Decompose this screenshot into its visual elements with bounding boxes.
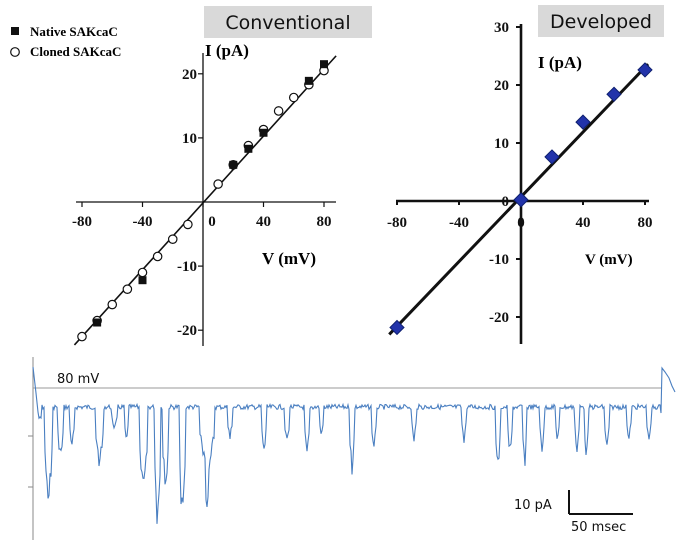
developed-y-tick-label: -10 — [489, 252, 509, 268]
developed-x-tick-label: -80 — [387, 215, 407, 231]
native-point — [320, 60, 328, 69]
conventional-x-label: V (mV) — [262, 249, 316, 268]
conventional-x-tick-label: 40 — [256, 214, 271, 230]
native-point — [259, 128, 268, 137]
voltage-step-label: 80 mV — [57, 372, 99, 387]
native-point — [93, 318, 102, 327]
conventional-y-tick-label: -10 — [177, 259, 197, 275]
legend-native-label: Native SAKcaC — [30, 24, 118, 39]
developed-point — [544, 149, 560, 165]
scale-bar-current-label: 10 pA — [514, 498, 552, 513]
current-trace — [32, 366, 676, 524]
cloned-point — [288, 92, 299, 103]
conventional-label-box — [204, 6, 372, 38]
developed-y-tick-label: 0 — [502, 194, 510, 210]
conventional-legend: Native SAKcaC Cloned SAKcaC — [10, 24, 121, 59]
native-point — [304, 76, 313, 85]
cloned-point — [122, 284, 133, 294]
conventional-x-tick-label: 0 — [208, 214, 216, 230]
developed-x-tick-label: 80 — [638, 215, 653, 231]
conventional-x-tick-label: -80 — [72, 214, 92, 230]
developed-x-tick-label: -40 — [449, 215, 469, 231]
native-point — [229, 160, 238, 169]
conventional-y-tick-label: 10 — [182, 131, 197, 147]
cloned-point — [273, 106, 284, 116]
legend-filled-square-marker — [11, 27, 19, 35]
conventional-y-label: I (pA) — [205, 41, 249, 60]
developed-point — [637, 62, 653, 78]
developed-x-tick-label: 40 — [576, 215, 591, 231]
conventional-x-tick-label: 80 — [317, 214, 332, 230]
developed-point — [513, 192, 529, 208]
conventional-iv-plot: Conventional -80 -40 0 40 80 -20 -10 10 20 I (p… — [10, 6, 372, 346]
conventional-y-tick-label: -20 — [177, 323, 197, 339]
developed-point — [606, 86, 622, 102]
developed-x-tick-label: 0 — [517, 215, 525, 231]
developed-point — [389, 319, 405, 336]
scale-bar-time-label: 50 msec — [571, 520, 626, 535]
developed-y-tick-label: 30 — [494, 20, 509, 36]
developed-y-tick-label: 20 — [494, 78, 509, 94]
developed-point — [575, 114, 591, 130]
scale-bar: 10 pA 50 msec — [514, 490, 633, 535]
developed-y-tick-label: -20 — [489, 310, 509, 326]
cloned-point — [152, 251, 163, 262]
developed-y-label: I (pA) — [538, 53, 582, 72]
native-point — [244, 144, 253, 153]
conventional-fit-line — [73, 55, 337, 346]
developed-x-label: V (mV) — [585, 252, 633, 268]
native-point — [138, 276, 147, 285]
developed-label: Developed — [550, 11, 652, 33]
cloned-point — [213, 179, 223, 189]
cloned-point — [183, 219, 193, 230]
conventional-y-tick-label: 20 — [182, 67, 197, 83]
developed-iv-plot: Developed -80 -40 0 40 80 -20 -10 0 10 20 30 I (p… — [387, 5, 664, 344]
cloned-point — [167, 234, 178, 244]
cloned-point — [137, 267, 148, 278]
single-channel-trace-panel: 80 mV 10 pA 50 msec — [28, 357, 676, 540]
cloned-point — [77, 331, 87, 342]
conventional-label: Conventional — [225, 12, 350, 34]
cloned-point — [107, 299, 118, 310]
developed-label-box — [538, 5, 664, 37]
legend-open-circle-marker — [10, 47, 20, 57]
legend-cloned-label: Cloned SAKcaC — [30, 44, 121, 59]
conventional-x-tick-label: -40 — [133, 214, 153, 230]
developed-y-tick-label: 10 — [494, 136, 509, 152]
